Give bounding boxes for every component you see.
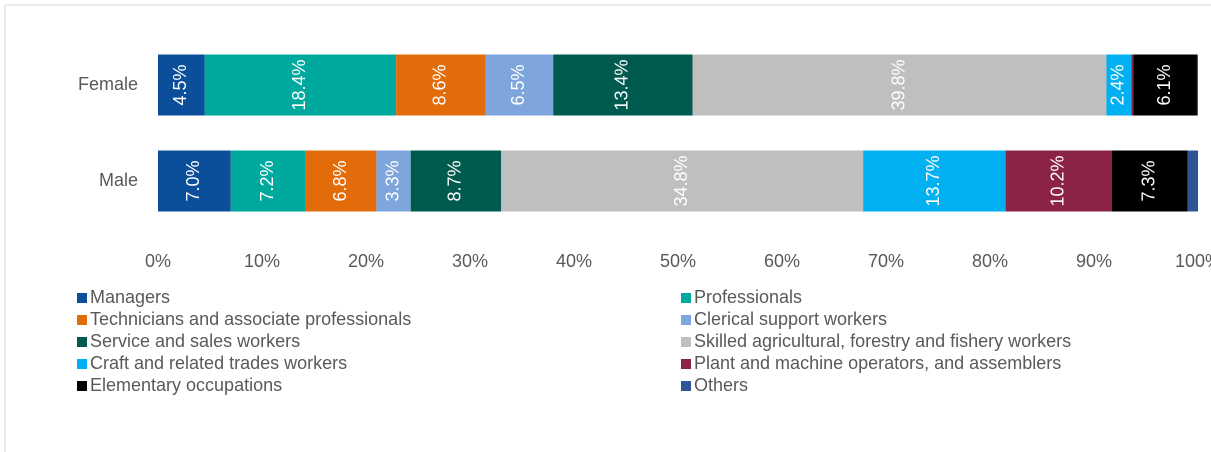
value-label: 13.4% <box>612 59 632 110</box>
legend-label: Professionals <box>694 287 802 307</box>
value-label: 18.4% <box>289 59 309 110</box>
x-tick-label: 80% <box>972 251 1008 271</box>
value-label: 10.2% <box>1047 155 1067 206</box>
legend-marker <box>681 381 691 391</box>
legend-label: Others <box>694 375 748 395</box>
bar-segment <box>204 54 397 116</box>
bar-segment <box>1133 54 1197 116</box>
x-tick-label: 70% <box>868 251 904 271</box>
bar-segment <box>1111 150 1188 212</box>
legend-marker <box>77 359 87 369</box>
x-tick-label: 100% <box>1175 251 1211 271</box>
x-tick-label: 50% <box>660 251 696 271</box>
value-label: 7.3% <box>1138 160 1158 201</box>
legend-marker <box>77 315 87 325</box>
value-label: 6.1% <box>1154 64 1174 105</box>
legend-marker <box>681 293 691 303</box>
value-label: 4.5% <box>170 64 190 105</box>
value-label: 7.0% <box>183 160 203 201</box>
bar-segment <box>501 150 864 212</box>
value-label: 7.2% <box>257 160 277 201</box>
x-tick-label: 30% <box>452 251 488 271</box>
value-label: 6.5% <box>508 64 528 105</box>
value-label: 6.8% <box>330 160 350 201</box>
bar-segment <box>692 54 1107 116</box>
legend-marker <box>77 293 87 303</box>
bar-segment <box>158 54 205 116</box>
value-label: 8.7% <box>445 160 465 201</box>
legend-label: Elementary occupations <box>90 375 282 395</box>
bar-segment <box>158 150 231 212</box>
value-label: 3.3% <box>382 160 402 201</box>
legend-label: Technicians and associate professionals <box>90 309 411 329</box>
value-label: 2.4% <box>1108 64 1128 105</box>
bar-segment <box>863 150 1006 212</box>
value-label: 34.8% <box>671 155 691 206</box>
x-tick-label: 20% <box>348 251 384 271</box>
bar-segment <box>1196 54 1198 116</box>
value-label: 13.7% <box>923 155 943 206</box>
x-tick-label: 60% <box>764 251 800 271</box>
legend-marker <box>77 381 87 391</box>
bar-segment <box>1187 150 1198 212</box>
bar-segment <box>1106 54 1132 116</box>
bar-segment <box>410 150 502 212</box>
bar-segment <box>485 54 554 116</box>
x-tick-label: 90% <box>1076 251 1112 271</box>
y-tick-label: Male <box>99 170 138 190</box>
legend-label: Craft and related trades workers <box>90 353 347 373</box>
legend-label: Skilled agricultural, forestry and fishe… <box>694 331 1071 351</box>
legend-label: Plant and machine operators, and assembl… <box>694 353 1061 373</box>
legend-marker <box>681 315 691 325</box>
legend-marker <box>77 337 87 347</box>
legend-label: Service and sales workers <box>90 331 300 351</box>
legend-marker <box>681 359 691 369</box>
legend-label: Clerical support workers <box>694 309 887 329</box>
bar-segment <box>396 54 486 116</box>
bar-segment <box>1131 54 1134 116</box>
x-tick-label: 40% <box>556 251 592 271</box>
bar-segment <box>553 54 693 116</box>
legend-marker <box>681 337 691 347</box>
legend-label: Managers <box>90 287 170 307</box>
x-tick-label: 10% <box>244 251 280 271</box>
bar-segment <box>376 150 411 212</box>
x-tick-label: 0% <box>145 251 171 271</box>
bar-segment <box>230 150 306 212</box>
value-label: 39.8% <box>888 59 908 110</box>
y-tick-label: Female <box>78 74 138 94</box>
value-label: 8.6% <box>430 64 450 105</box>
bar-segment <box>1005 150 1112 212</box>
bar-segment <box>305 150 377 212</box>
